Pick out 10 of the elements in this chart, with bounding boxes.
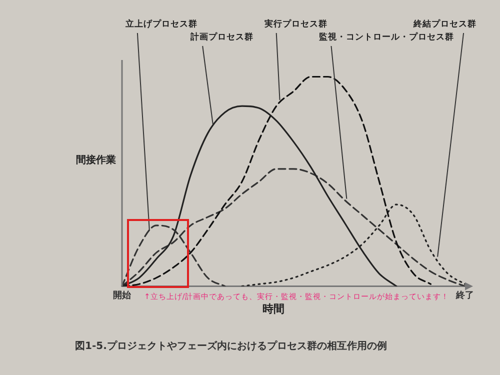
x-tick-label: 開始 <box>113 290 132 300</box>
text: 立上げプロセス群 <box>124 18 198 30</box>
text: 実行プロセス群 <box>263 18 328 30</box>
text: 終結プロセス群 <box>412 18 477 30</box>
text: 監視・コントロール・プロセス群 <box>319 31 454 42</box>
y-axis-title: 間接作業 <box>76 154 116 166</box>
x-axis-title: 時間 <box>262 302 284 316</box>
caption: 図1-5.プロジェクトやフェーズ内におけるプロセス群の相互作用の例 <box>75 340 387 352</box>
x-tick-label: 終了 <box>455 290 474 300</box>
text: 計画プロセス群 <box>190 31 254 42</box>
